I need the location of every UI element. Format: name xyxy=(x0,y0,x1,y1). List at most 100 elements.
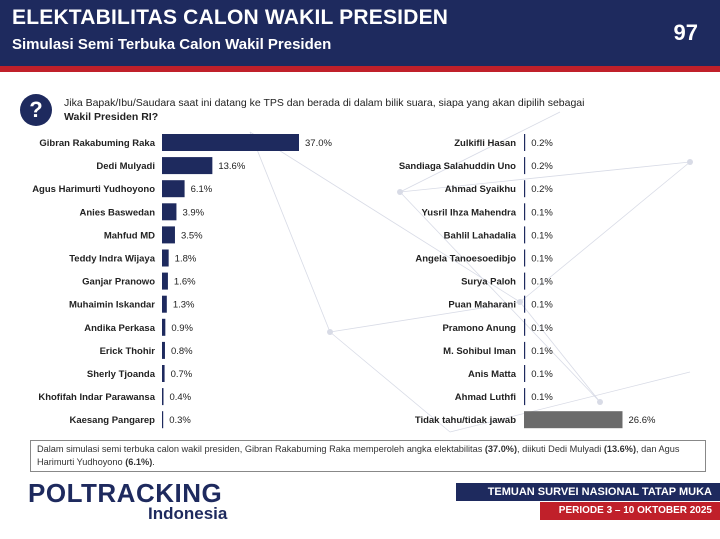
right-candidate-value-label: 0.1% xyxy=(531,277,553,288)
left-candidate-value-label: 1.3% xyxy=(173,300,195,311)
logo-subtitle: Indonesia xyxy=(148,504,228,523)
right-candidate-bar xyxy=(524,388,526,406)
right-candidate-value-label: 0.1% xyxy=(531,346,553,357)
right-candidate-bar xyxy=(524,249,526,267)
right-candidate-value-label: 0.2% xyxy=(531,184,553,195)
page-subtitle: Simulasi Semi Terbuka Calon Wakil Presid… xyxy=(12,36,332,53)
left-candidate-bar xyxy=(162,134,299,151)
left-candidate-label: Ganjar Pranowo xyxy=(82,277,155,288)
right-candidate-value-label: 26.6% xyxy=(628,415,655,426)
left-candidate-bar xyxy=(162,272,168,290)
right-candidate-value-label: 0.2% xyxy=(531,161,553,172)
page-title: ELEKTABILITAS CALON WAKIL PRESIDEN xyxy=(12,6,449,29)
right-candidate-label: M. Sohibul Iman xyxy=(443,346,516,357)
right-candidate-bar xyxy=(524,272,526,290)
right-candidate-bar xyxy=(524,203,526,221)
summary-highlight-2: (13.6%) xyxy=(603,444,637,454)
left-candidate-label: Andika Perkasa xyxy=(84,323,155,334)
right-candidate-label: Sandiaga Salahuddin Uno xyxy=(399,161,516,172)
left-candidate-label: Mahfud MD xyxy=(104,230,155,241)
right-candidate-bar xyxy=(524,318,526,336)
left-candidate-label: Khofifah Indar Parawansa xyxy=(38,392,155,403)
right-candidate-value-label: 0.2% xyxy=(531,138,553,149)
right-candidate-label: Bahlil Lahadalia xyxy=(444,230,517,241)
right-candidate-bar xyxy=(524,365,526,382)
right-candidate-value-label: 0.1% xyxy=(531,207,553,218)
left-candidate-value-label: 0.3% xyxy=(169,415,191,426)
summary-text-4: . xyxy=(152,457,155,467)
left-candidate-value-label: 6.1% xyxy=(191,184,213,195)
right-candidate-label: Yusril Ihza Mahendra xyxy=(422,207,517,218)
left-candidate-label: Agus Harimurti Yudhoyono xyxy=(32,184,155,195)
left-candidate-value-label: 0.8% xyxy=(171,346,193,357)
right-candidate-label: Ahmad Syaikhu xyxy=(445,184,516,195)
left-candidate-bar xyxy=(162,365,165,382)
right-candidate-value-label: 0.1% xyxy=(531,369,553,380)
right-candidate-bar xyxy=(524,411,623,429)
right-candidate-bar xyxy=(524,341,526,359)
logo-wordmark: POLTRACKING xyxy=(28,478,223,508)
right-candidate-label: Puan Maharani xyxy=(448,300,516,311)
header-bar: ELEKTABILITAS CALON WAKIL PRESIDEN Simul… xyxy=(0,0,720,66)
question-text: Jika Bapak/Ibu/Saudara saat ini datang k… xyxy=(64,97,585,109)
summary-highlight-1: (37.0%) xyxy=(484,444,518,454)
right-candidate-bar xyxy=(524,180,526,198)
left-candidate-label: Gibran Rakabuming Raka xyxy=(39,138,155,149)
question-mark-icon: ? xyxy=(20,94,52,126)
left-candidate-label: Dedi Mulyadi xyxy=(96,161,155,172)
right-candidate-value-label: 0.1% xyxy=(531,392,553,403)
summary-highlight-3: (6.1%) xyxy=(125,457,153,467)
left-candidate-value-label: 3.9% xyxy=(182,207,204,218)
right-candidate-label: Pramono Anung xyxy=(442,323,516,334)
right-candidate-bar xyxy=(524,157,526,175)
left-candidate-bar xyxy=(162,180,185,198)
right-candidate-bar xyxy=(524,134,526,151)
right-candidate-label: Angela Tanoesoedibjo xyxy=(415,254,516,265)
left-candidate-label: Sherly Tjoanda xyxy=(87,369,156,380)
survey-question: Jika Bapak/Ibu/Saudara saat ini datang k… xyxy=(64,96,704,124)
left-candidate-bar xyxy=(162,341,165,359)
left-candidate-bar xyxy=(162,203,177,221)
summary-text-1: Dalam simulasi semi terbuka calon wakil … xyxy=(37,444,485,454)
summary-text-2: , diikuti Dedi Mulyadi xyxy=(517,444,604,454)
left-candidate-value-label: 1.8% xyxy=(175,254,197,265)
left-candidate-bar xyxy=(162,249,169,267)
right-candidate-value-label: 0.1% xyxy=(531,230,553,241)
header-accent-strip xyxy=(0,66,720,72)
left-candidate-label: Teddy Indra Wijaya xyxy=(69,254,156,265)
left-candidate-value-label: 3.5% xyxy=(181,230,203,241)
right-candidate-label: Tidak tahu/tidak jawab xyxy=(415,415,516,426)
right-candidate-value-label: 0.1% xyxy=(531,300,553,311)
left-candidate-bar xyxy=(162,226,175,244)
left-candidate-label: Kaesang Pangarep xyxy=(69,415,155,426)
left-candidate-label: Erick Thohir xyxy=(100,346,156,357)
page-number: 97 xyxy=(673,20,698,45)
survey-period-band: PERIODE 3 – 10 OKTOBER 2025 xyxy=(540,502,720,520)
left-candidate-value-label: 37.0% xyxy=(305,138,332,149)
right-candidate-bar xyxy=(524,295,526,313)
left-candidate-label: Anies Baswedan xyxy=(80,207,156,218)
left-candidate-value-label: 13.6% xyxy=(218,161,245,172)
left-candidate-value-label: 1.6% xyxy=(174,277,196,288)
left-candidate-value-label: 0.9% xyxy=(171,323,193,334)
right-candidate-bar xyxy=(524,226,526,244)
poltracking-logo: POLTRACKING Indonesia xyxy=(28,478,268,526)
right-candidate-value-label: 0.1% xyxy=(531,254,553,265)
right-candidate-label: Surya Paloh xyxy=(461,277,516,288)
left-candidate-bar xyxy=(162,295,167,313)
left-candidate-bar xyxy=(162,388,164,406)
summary-text-3: , dan Agus Harimurti Yudhoyono xyxy=(37,444,680,467)
survey-name-band: TEMUAN SURVEI NASIONAL TATAP MUKA xyxy=(456,483,720,501)
question-bold-text: Wakil Presiden RI? xyxy=(64,111,159,123)
summary-box: Dalam simulasi semi terbuka calon wakil … xyxy=(30,440,706,472)
left-candidate-value-label: 0.7% xyxy=(171,369,193,380)
left-candidate-value-label: 0.4% xyxy=(169,392,191,403)
right-candidate-label: Ahmad Luthfi xyxy=(455,392,516,403)
left-candidate-label: Muhaimin Iskandar xyxy=(69,300,155,311)
right-candidate-label: Zulkifli Hasan xyxy=(454,138,516,149)
left-candidate-bar xyxy=(162,318,166,336)
left-candidate-bar xyxy=(162,411,164,429)
left-candidate-bar xyxy=(162,157,213,175)
right-candidate-value-label: 0.1% xyxy=(531,323,553,334)
